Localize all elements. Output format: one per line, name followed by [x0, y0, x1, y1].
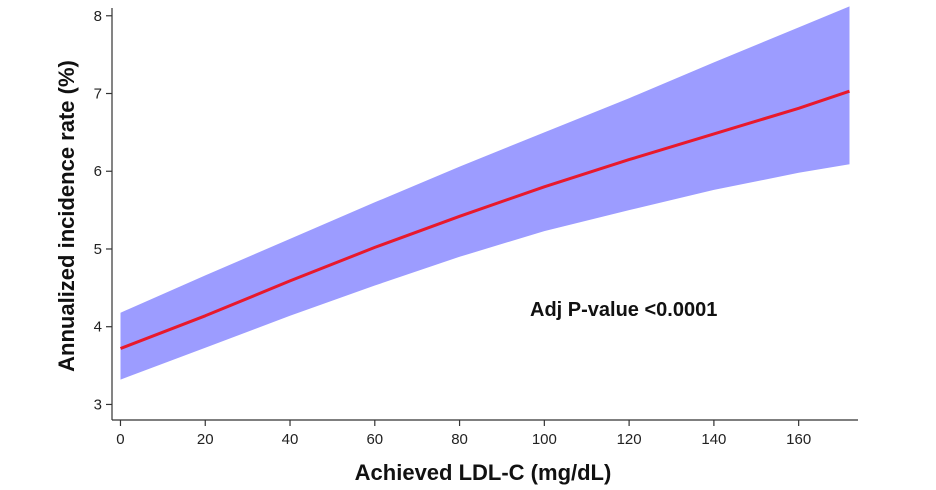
x-tick-label: 120 [617, 431, 642, 448]
estimate-line-layer [119, 89, 850, 350]
axes [106, 8, 858, 426]
y-tick-label: 3 [94, 396, 102, 413]
x-tick-label: 20 [197, 431, 214, 448]
y-tick-label: 4 [94, 319, 102, 336]
y-tick-label: 8 [94, 8, 102, 25]
confidence-band-layer [120, 6, 850, 380]
y-axis-title: Annualized incidence rate (%) [54, 60, 79, 372]
x-tick-label: 40 [282, 431, 299, 448]
p-value-annotation: Adj P-value <0.0001 [530, 299, 717, 321]
y-tick-label: 6 [94, 163, 102, 180]
x-tick-label: 160 [786, 431, 811, 448]
x-axis-title: Achieved LDL-C (mg/dL) [355, 460, 612, 485]
x-tick-label: 0 [116, 431, 124, 448]
confidence-band [120, 6, 850, 380]
x-tick-label: 60 [366, 431, 383, 448]
series-line-estimate [119, 89, 850, 350]
y-tick-label: 7 [94, 86, 102, 103]
x-tick-label: 80 [451, 431, 468, 448]
x-tick-label: 140 [701, 431, 726, 448]
x-tick-label: 100 [532, 431, 557, 448]
y-tick-label: 5 [94, 241, 102, 258]
